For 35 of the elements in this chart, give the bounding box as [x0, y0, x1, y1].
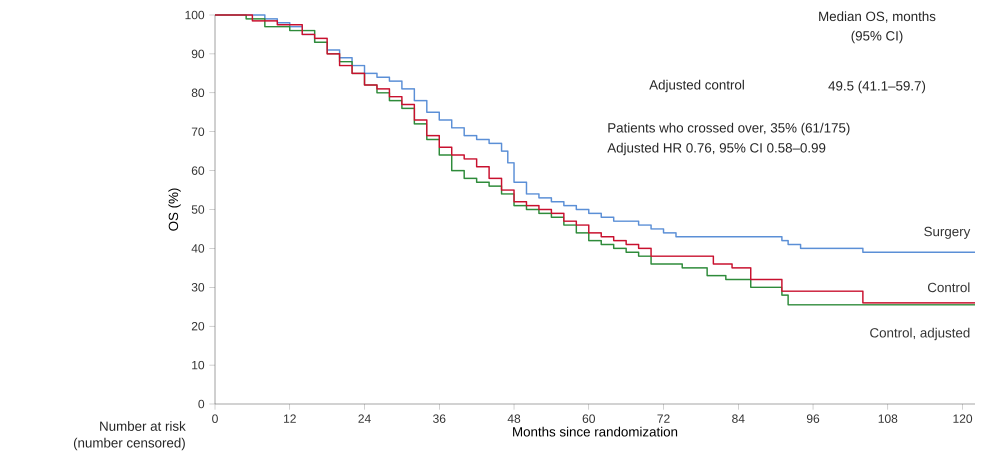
x-axis-title: Months since randomization: [513, 426, 678, 437]
y-tick-label: 30: [192, 283, 204, 292]
y-tick-label: 70: [192, 127, 204, 136]
y-tick-label: 90: [192, 50, 204, 58]
series-label: Control: [928, 282, 970, 292]
annotation: Median OS, months: [819, 11, 936, 23]
x-tick-label: 84: [732, 414, 745, 423]
x-tick-label: 0: [212, 414, 218, 423]
annotation: Adjusted control: [649, 80, 744, 92]
y-tick-label: 20: [192, 322, 204, 330]
x-tick-label: 48: [508, 414, 520, 423]
text: (number censored): [74, 438, 185, 450]
y-tick-label: 40: [192, 244, 204, 253]
y-tick-label: 0: [198, 400, 204, 408]
x-tick-label: 12: [284, 414, 296, 423]
y-tick-label: 60: [192, 166, 204, 175]
y-tick-label: 50: [192, 205, 204, 214]
x-tick-label: 24: [358, 414, 371, 423]
x-tick-label: 96: [806, 414, 820, 423]
x-tick-label: 108: [878, 414, 898, 423]
y-tick-label: 100: [186, 10, 204, 20]
x-tick-label: 120: [953, 414, 972, 423]
y-tick-label: 10: [192, 360, 204, 370]
y-axis-title: OS (%): [168, 188, 181, 231]
x-tick-label: 72: [657, 414, 670, 423]
annotation: Adjusted HR 0.76, 95% CI 0.58–0.99: [607, 142, 826, 156]
text: Number at risk: [100, 421, 186, 431]
y-tick-label: 80: [192, 88, 204, 98]
annotation: 49.5 (41.1–59.7): [828, 80, 926, 94]
series-label: Surgery: [924, 226, 970, 239]
annotation: (95% CI): [852, 30, 902, 44]
x-tick-label: 60: [582, 414, 595, 423]
annotation: Patients who crossed over, 35% (61/175): [608, 122, 850, 136]
x-tick-label: 36: [433, 414, 446, 423]
series-label: Control, adjusted: [870, 328, 970, 340]
